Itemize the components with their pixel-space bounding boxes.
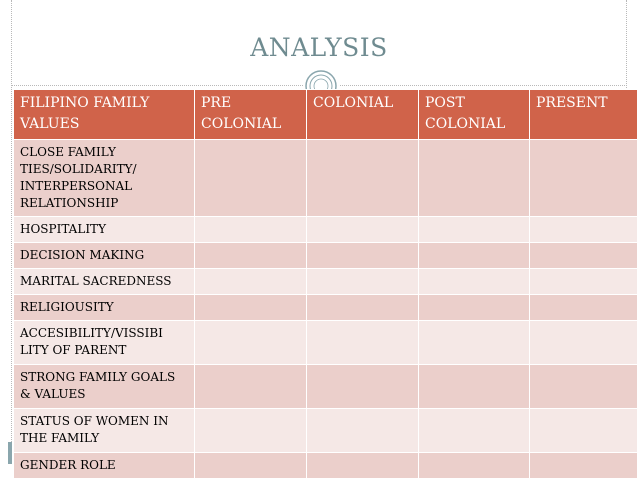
table-cell [418, 452, 530, 479]
slide-title: ANALYSIS [250, 33, 388, 62]
table-row: RELIGIOUSITY [13, 294, 638, 321]
table-cell [529, 139, 638, 217]
header-cell: COLONIAL [306, 89, 419, 140]
table-cell [306, 268, 419, 295]
table-cell [529, 268, 638, 295]
slide-frame-left [11, 0, 12, 462]
table-row: STRONG FAMILY GOALS & VALUES [13, 364, 638, 409]
table-cell [418, 364, 530, 409]
table-cell [418, 268, 530, 295]
header-cell: FILIPINO FAMILY VALUES [13, 89, 195, 140]
row-label: RELIGIOUSITY [13, 294, 195, 321]
table-cell [194, 294, 307, 321]
table-cell [529, 364, 638, 409]
slide-frame-right [626, 0, 627, 88]
row-label: CLOSE FAMILY TIES/SOLIDARITY/ INTERPERSO… [13, 139, 195, 217]
table-cell [529, 320, 638, 365]
accent-bar [8, 442, 12, 464]
row-label: HOSPITALITY [13, 216, 195, 243]
table-cell [194, 408, 307, 453]
table-cell [306, 139, 419, 217]
table-cell [418, 242, 530, 269]
row-label: STRONG FAMILY GOALS & VALUES [13, 364, 195, 409]
header-cell: PRE COLONIAL [194, 89, 307, 140]
header-cell: POST COLONIAL [418, 89, 530, 140]
row-label: MARITAL SACREDNESS [13, 268, 195, 295]
table-cell [194, 452, 307, 479]
table-cell [529, 294, 638, 321]
table-row: ACCESIBILITY/VISSIBI LITY OF PARENT [13, 320, 638, 365]
table-cell [194, 139, 307, 217]
table-cell [529, 452, 638, 479]
table-row: HOSPITALITY [13, 216, 638, 243]
table-cell [306, 320, 419, 365]
table-cell [194, 268, 307, 295]
table-cell [306, 294, 419, 321]
table-cell [306, 216, 419, 243]
table-cell [194, 216, 307, 243]
header-cell: PRESENT [529, 89, 638, 140]
table-row: STATUS OF WOMEN IN THE FAMILY [13, 408, 638, 453]
table-cell [418, 216, 530, 243]
table-row: DECISION MAKING [13, 242, 638, 269]
table-cell [529, 242, 638, 269]
table-cell [306, 364, 419, 409]
table-row: CLOSE FAMILY TIES/SOLIDARITY/ INTERPERSO… [13, 139, 638, 217]
row-label: STATUS OF WOMEN IN THE FAMILY [13, 408, 195, 453]
table-cell [194, 320, 307, 365]
table-cell [418, 139, 530, 217]
table-cell [306, 452, 419, 479]
table-cell [418, 294, 530, 321]
table-row: MARITAL SACREDNESS [13, 268, 638, 295]
table-cell [194, 242, 307, 269]
row-label: DECISION MAKING [13, 242, 195, 269]
table-cell [418, 408, 530, 453]
row-label: ACCESIBILITY/VISSIBI LITY OF PARENT [13, 320, 195, 365]
table-cell [306, 408, 419, 453]
table-cell [194, 364, 307, 409]
table-header-row: FILIPINO FAMILY VALUES PRE COLONIAL COLO… [13, 89, 638, 140]
table-cell [418, 320, 530, 365]
row-label: GENDER ROLE [13, 452, 195, 479]
table-cell [306, 242, 419, 269]
table-row: GENDER ROLE [13, 452, 638, 479]
table-cell [529, 408, 638, 453]
table-cell [529, 216, 638, 243]
values-analysis-table: FILIPINO FAMILY VALUES PRE COLONIAL COLO… [13, 89, 638, 479]
